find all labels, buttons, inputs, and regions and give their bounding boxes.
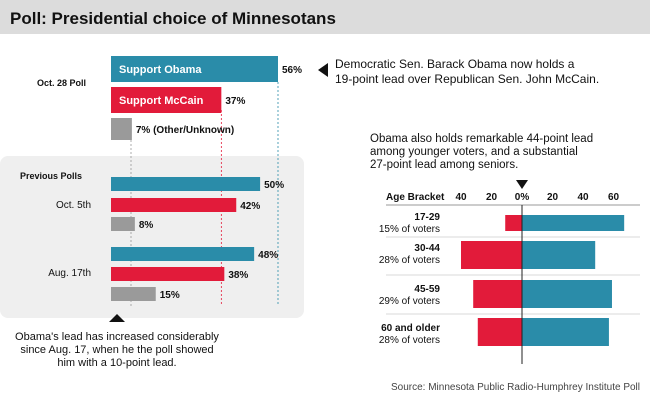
other-previous-value-label: 8% [139, 220, 154, 231]
age-obama-bar [522, 215, 625, 231]
mccain-previous-value-label: 42% [240, 201, 260, 212]
age-axis-title: Age Bracket [386, 192, 445, 203]
other-previous-bar [111, 287, 156, 301]
age-bracket-label: 45-59 [414, 284, 440, 295]
obama-oct28-bar [111, 56, 278, 82]
age-axis-tick-label: 40 [577, 192, 589, 203]
mccain-oct28-bar [111, 87, 222, 113]
page-title: Poll: Presidential choice of Minnesotans [10, 9, 336, 28]
mccain-previous-value-label: 38% [228, 270, 248, 281]
aug-note-arrow-icon [109, 314, 125, 322]
aug-note-line: Obama's lead has increased considerably [15, 331, 219, 343]
age-bracket-share-label: 15% of voters [379, 224, 440, 235]
age-axis-tick-label: 20 [547, 192, 559, 203]
aug-note-line: him with a 10-point lead. [57, 357, 176, 369]
age-note-line: Obama also holds remarkable 44-point lea… [370, 133, 593, 145]
obama-previous-value-label: 48% [258, 250, 278, 261]
age-bracket-label: 60 and older [381, 323, 440, 334]
aug-note-line: since Aug. 17, when he the poll showed [20, 344, 213, 356]
age-note-line: 27-point lead among seniors. [370, 159, 518, 171]
mccain-previous-bar [111, 267, 225, 281]
age-bracket-label: 17-29 [414, 212, 440, 223]
obama-previous-bar [111, 247, 255, 261]
source-credit: Source: Minnesota Public Radio-Humphrey … [391, 382, 640, 393]
age-mccain-bar [505, 215, 522, 231]
obama-previous-value-label: 50% [264, 180, 284, 191]
other-oct28-value-label: 7% (Other/Unknown) [136, 125, 234, 136]
age-axis-tick-label: 40 [455, 192, 467, 203]
age-axis-tick-label: 20 [486, 192, 498, 203]
age-bracket-label: 30-44 [414, 243, 440, 254]
other-previous-value-label: 15% [160, 290, 180, 301]
age-obama-bar [522, 241, 596, 269]
previous-poll-label: Oct. 5th [56, 200, 91, 211]
age-obama-bar [522, 318, 609, 346]
oct28-note-arrow-icon [318, 63, 328, 77]
other-oct28-bar [111, 118, 132, 140]
age-mccain-bar [461, 241, 522, 269]
age-mccain-bar [477, 318, 522, 346]
other-previous-bar [111, 217, 135, 231]
oct28-poll-label: Oct. 28 Poll [37, 78, 86, 88]
age-note-line: among younger voters, and a substantial [370, 146, 578, 158]
age-obama-bar [522, 280, 612, 308]
oct28-note-line: 19-point lead over Republican Sen. John … [335, 72, 599, 86]
age-mccain-bar [473, 280, 522, 308]
mccain-previous-bar [111, 198, 237, 212]
obama-oct28-bar-label: Support Obama [119, 64, 202, 76]
mccain-oct28-value-label: 37% [225, 96, 245, 107]
previous-polls-heading: Previous Polls [20, 171, 82, 181]
age-bracket-share-label: 28% of voters [379, 335, 440, 346]
obama-previous-bar [111, 177, 261, 191]
age-axis-tick-label: 0% [515, 192, 530, 203]
header-band [0, 0, 650, 34]
age-axis-tick-label: 60 [608, 192, 620, 203]
age-bracket-share-label: 28% of voters [379, 255, 440, 266]
previous-poll-label: Aug. 17th [48, 268, 91, 279]
mccain-oct28-bar-label: Support McCain [119, 95, 204, 107]
obama-oct28-value-label: 56% [282, 65, 302, 76]
oct28-note-line: Democratic Sen. Barack Obama now holds a [335, 57, 575, 71]
age-axis-arrow-icon [516, 180, 528, 189]
previous-polls-panel [0, 156, 304, 318]
age-bracket-share-label: 29% of voters [379, 296, 440, 307]
